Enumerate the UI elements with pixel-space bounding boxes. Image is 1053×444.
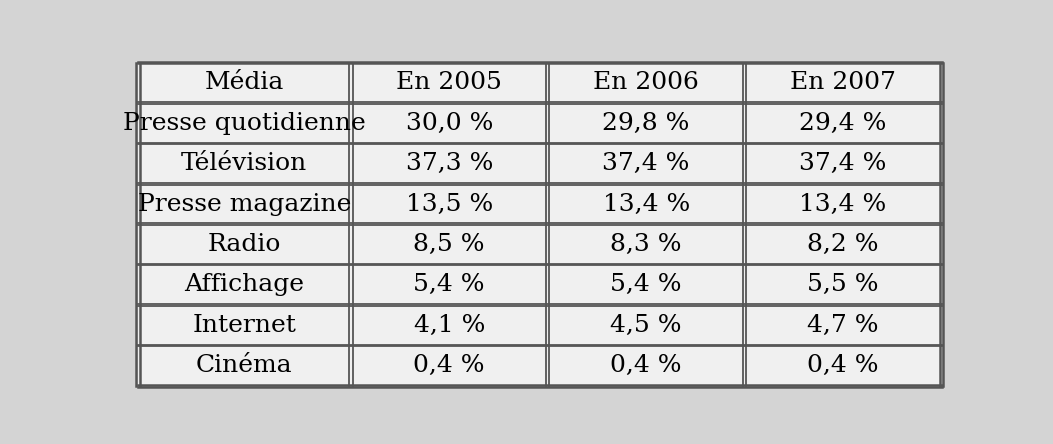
Bar: [744, 143, 941, 184]
Text: 0,4 %: 0,4 %: [414, 354, 485, 377]
Text: Affichage: Affichage: [184, 274, 304, 296]
Text: 4,5 %: 4,5 %: [611, 314, 682, 337]
Text: 5,4 %: 5,4 %: [414, 274, 485, 296]
Bar: [138, 103, 351, 143]
Text: 8,2 %: 8,2 %: [808, 233, 879, 256]
Bar: [548, 345, 744, 386]
Text: 29,4 %: 29,4 %: [799, 111, 887, 135]
Bar: [138, 345, 351, 386]
Bar: [138, 184, 351, 224]
Text: 13,4 %: 13,4 %: [799, 193, 887, 215]
Text: Radio: Radio: [207, 233, 281, 256]
Bar: [351, 305, 548, 345]
Text: En 2007: En 2007: [790, 71, 896, 94]
Text: 5,5 %: 5,5 %: [808, 274, 879, 296]
Text: 13,5 %: 13,5 %: [405, 193, 493, 215]
Bar: [548, 305, 744, 345]
Bar: [548, 265, 744, 305]
Bar: [351, 63, 548, 103]
Bar: [744, 63, 941, 103]
Text: 8,5 %: 8,5 %: [414, 233, 485, 256]
Text: 5,4 %: 5,4 %: [611, 274, 682, 296]
Text: Cinéma: Cinéma: [196, 354, 293, 377]
Bar: [351, 224, 548, 265]
Text: 0,4 %: 0,4 %: [808, 354, 879, 377]
Bar: [744, 305, 941, 345]
Text: 37,4 %: 37,4 %: [602, 152, 690, 175]
Bar: [744, 265, 941, 305]
Text: 4,1 %: 4,1 %: [414, 314, 485, 337]
Text: Télévision: Télévision: [181, 152, 307, 175]
Text: 37,4 %: 37,4 %: [799, 152, 887, 175]
Text: Média: Média: [204, 71, 284, 94]
Text: 8,3 %: 8,3 %: [611, 233, 682, 256]
Bar: [744, 345, 941, 386]
Text: 13,4 %: 13,4 %: [602, 193, 690, 215]
Bar: [548, 224, 744, 265]
Text: Internet: Internet: [193, 314, 296, 337]
Bar: [138, 305, 351, 345]
Bar: [351, 103, 548, 143]
Text: En 2005: En 2005: [396, 71, 502, 94]
Bar: [138, 63, 351, 103]
Text: Presse magazine: Presse magazine: [138, 193, 351, 215]
Text: 0,4 %: 0,4 %: [611, 354, 682, 377]
Text: 4,7 %: 4,7 %: [808, 314, 879, 337]
Bar: [548, 184, 744, 224]
Text: 29,8 %: 29,8 %: [602, 111, 690, 135]
Text: Presse quotidienne: Presse quotidienne: [123, 111, 365, 135]
Text: 37,3 %: 37,3 %: [405, 152, 493, 175]
Bar: [351, 345, 548, 386]
Bar: [351, 143, 548, 184]
Bar: [138, 265, 351, 305]
Bar: [548, 143, 744, 184]
Bar: [351, 184, 548, 224]
Bar: [744, 224, 941, 265]
Bar: [138, 143, 351, 184]
Bar: [548, 63, 744, 103]
Text: 30,0 %: 30,0 %: [405, 111, 493, 135]
Bar: [351, 265, 548, 305]
Bar: [744, 184, 941, 224]
Bar: [744, 103, 941, 143]
Text: En 2006: En 2006: [593, 71, 699, 94]
Bar: [138, 224, 351, 265]
Bar: [548, 103, 744, 143]
